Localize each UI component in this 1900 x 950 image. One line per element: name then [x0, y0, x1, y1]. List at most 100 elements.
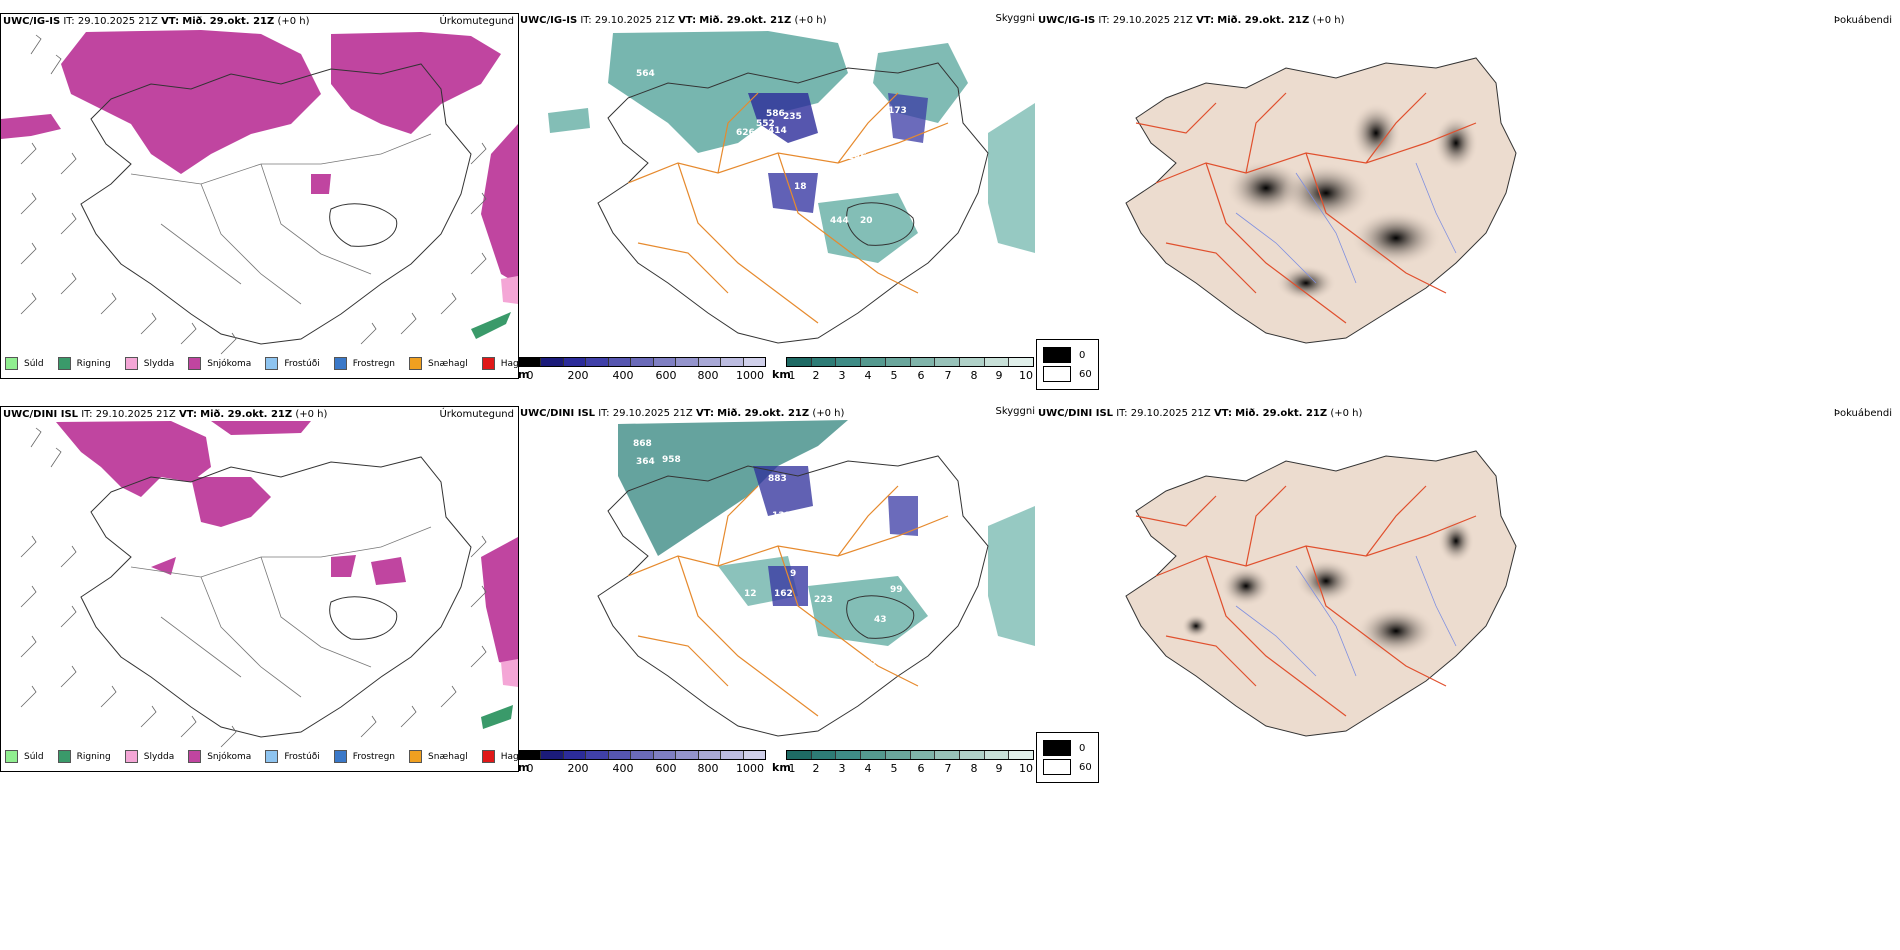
visibility-colorbar: km 1 2 3 4 5 6 7 8 9 10	[772, 750, 1034, 776]
tick-label: 5	[890, 762, 898, 775]
visibility-area	[548, 108, 590, 133]
visibility-colorbar: km 1 2 3 4 5 6 7 8 9 10	[772, 357, 1034, 383]
wind-barbs	[20, 427, 487, 748]
snow-area	[56, 421, 211, 497]
ceiling-value-labels: 868 364 958 883 138 294 162 223 99 43 12…	[633, 439, 903, 669]
ceiling-unit: m	[518, 368, 530, 381]
tick-label: 5	[890, 369, 898, 382]
panel-header: UWC/DINI ISL IT: 29.10.2025 21Z VT: Mið.…	[520, 408, 845, 419]
visibility-area	[808, 576, 928, 646]
fog-area	[1356, 606, 1436, 656]
tick-label: 200	[567, 369, 589, 382]
svg-text:246: 246	[848, 152, 867, 162]
svg-text:235: 235	[783, 112, 802, 122]
glacier-outline	[329, 203, 398, 247]
fog-area	[1351, 103, 1401, 163]
snow-area	[191, 477, 271, 527]
svg-text:71: 71	[866, 274, 879, 284]
legend-item: Slydda	[124, 357, 174, 370]
svg-text:41: 41	[713, 605, 726, 615]
svg-text:20: 20	[860, 216, 873, 226]
legend-item: Snæhagl	[409, 357, 468, 370]
legend-item: Frostregn	[333, 750, 395, 763]
snow-area	[211, 421, 311, 435]
precip-type-legend: Súld Rigning Slydda Snjókoma Frostúði Fr…	[5, 750, 529, 763]
visibility-unit: km	[772, 368, 791, 381]
iceland-outline	[80, 456, 472, 738]
fog-legend: 0 60	[1036, 732, 1099, 783]
sleet-area	[501, 276, 518, 304]
panel-header: UWC/IG-IS IT: 29.10.2025 21Z VT: Mið. 29…	[3, 16, 310, 27]
svg-text:586: 586	[766, 109, 785, 119]
fog-area	[1281, 163, 1371, 223]
panel-title: Þokuábendi	[1833, 15, 1892, 26]
tick-label: 7	[944, 369, 952, 382]
tick-label: 9	[995, 369, 1003, 382]
svg-text:12: 12	[744, 589, 757, 599]
svg-text:552: 552	[756, 119, 775, 129]
tick-label: 8	[970, 369, 978, 382]
svg-text:364: 364	[636, 457, 655, 467]
legend-item: Haglél	[481, 750, 529, 763]
legend-item: Súld	[5, 357, 44, 370]
svg-text:883: 883	[768, 474, 787, 484]
iceland-outline	[80, 63, 472, 345]
panel-header: UWC/IG-IS IT: 29.10.2025 21Z VT: Mið. 29…	[1038, 15, 1345, 26]
visibility-area	[988, 506, 1035, 646]
svg-text:444: 444	[830, 216, 849, 226]
wind-barbs	[20, 34, 487, 355]
fog-area	[1221, 566, 1271, 606]
legend-item: 60	[1043, 366, 1092, 382]
tick-label: 0	[526, 762, 534, 775]
ceiling-area	[888, 496, 918, 536]
tick-label: 3	[838, 762, 846, 775]
panel-header: UWC/DINI ISL IT: 29.10.2025 21Z VT: Mið.…	[3, 409, 328, 420]
snow-area	[481, 124, 518, 284]
snow-area	[61, 30, 321, 174]
tick-label: 800	[697, 369, 719, 382]
legend-item: Súld	[5, 750, 44, 763]
snow-area	[331, 555, 356, 577]
svg-text:173: 173	[888, 106, 907, 116]
tick-label: 10	[1019, 762, 1033, 775]
ceiling-map-2: 868 364 958 883 138 294 162 223 99 43 12…	[597, 420, 1035, 737]
rivers	[1235, 162, 1457, 284]
tick-label: 3	[838, 369, 846, 382]
roads	[1135, 485, 1477, 717]
svg-text:958: 958	[662, 455, 681, 465]
svg-text:43: 43	[874, 615, 887, 625]
ceiling-area	[753, 466, 813, 516]
legend-item: Frostregn	[333, 357, 395, 370]
svg-text:18: 18	[794, 182, 807, 192]
tick-label: 4	[864, 369, 872, 382]
legend-item: Haglél	[481, 357, 529, 370]
svg-text:564: 564	[636, 69, 655, 79]
tick-label: 8	[970, 762, 978, 775]
panel-header: UWC/IG-IS IT: 29.10.2025 21Z VT: Mið. 29…	[520, 15, 827, 26]
svg-text:138: 138	[772, 511, 791, 521]
tick-label: 1000	[736, 369, 764, 382]
panel-title: Þokuábendi	[1833, 408, 1892, 419]
tick-label: 0	[526, 369, 534, 382]
rain-area	[481, 705, 513, 729]
ceiling-map-1: 564 586 626 235 552 414 173 246 180 444 …	[548, 31, 1035, 344]
legend-item: Frostúði	[265, 750, 320, 763]
fog-area	[1351, 210, 1441, 266]
tick-label: 7	[944, 762, 952, 775]
fog-map-1	[1125, 57, 1517, 344]
svg-text:414: 414	[768, 126, 787, 136]
fog-area	[1182, 614, 1210, 638]
tick-label: 600	[655, 369, 677, 382]
svg-text:868: 868	[633, 439, 652, 449]
glacier-outline	[846, 595, 915, 639]
snow-area	[311, 174, 331, 194]
tick-label: 1000	[736, 762, 764, 775]
tick-label: 1	[788, 369, 796, 382]
precip-type-legend: Súld Rigning Slydda Snjókoma Frostúði Fr…	[5, 357, 529, 370]
fog-panel-1: UWC/IG-IS IT: 29.10.2025 21Z VT: Mið. 29…	[1036, 13, 1900, 390]
precip-type-map-1	[1, 30, 518, 355]
tick-label: 800	[697, 762, 719, 775]
fog-panel-2: UWC/DINI ISL IT: 29.10.2025 21Z VT: Mið.…	[1036, 406, 1900, 783]
ceiling-area	[888, 93, 928, 143]
ceiling-unit: m	[518, 761, 530, 774]
